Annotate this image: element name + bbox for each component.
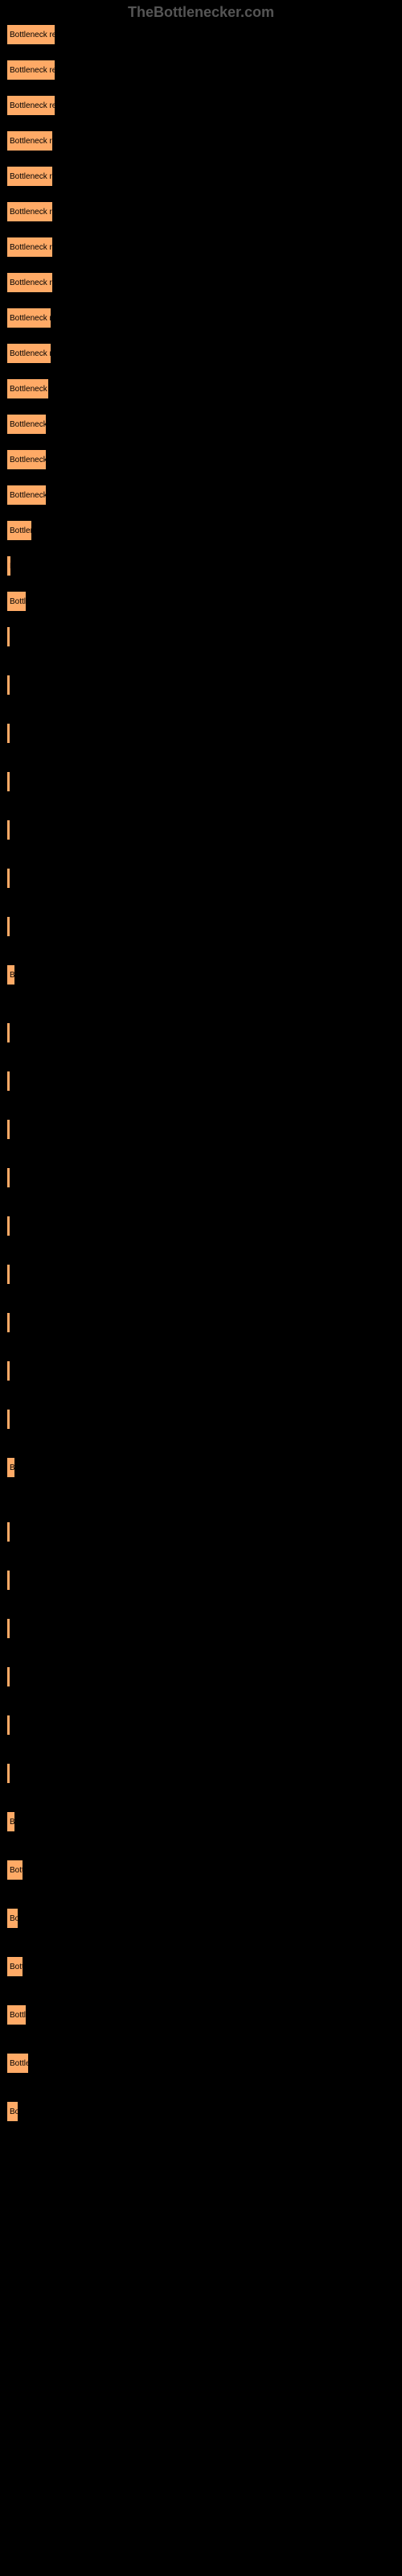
chart-bar: B — [6, 555, 11, 576]
chart-bar — [6, 1570, 10, 1591]
chart-bar: Bottleneck result — [6, 95, 55, 116]
chart-bar: Bottleneck result — [6, 201, 53, 222]
chart-bar: Bottl — [6, 591, 27, 612]
chart-bar: Bottleneck — [6, 520, 32, 541]
chart-bar — [6, 1521, 10, 1542]
chart-bar — [6, 1715, 10, 1736]
chart-bar — [6, 1264, 10, 1285]
chart-bar — [6, 1071, 10, 1092]
chart-bar: Bottleneck result — [6, 414, 47, 435]
chart-bar — [6, 626, 10, 647]
chart-bar — [6, 1666, 10, 1687]
chart-bar — [6, 1216, 10, 1236]
chart-bar: Bottleneck result — [6, 485, 47, 506]
chart-bar: Bottleneck result — [6, 378, 49, 399]
chart-bar — [6, 1360, 10, 1381]
chart-bar — [6, 868, 10, 889]
chart-bar: Bottleneck result — [6, 237, 53, 258]
chart-bar: Bottleneck result — [6, 308, 51, 328]
chart-bar: Bo — [6, 2101, 18, 2122]
chart-bar: Bottleneck result — [6, 60, 55, 80]
chart-bar: Bottl — [6, 2004, 27, 2025]
chart-bar — [6, 723, 10, 744]
chart-bar: B — [6, 1457, 15, 1478]
chart-bar: B — [6, 964, 15, 985]
chart-bar: Bott — [6, 1860, 23, 1880]
chart-bar: Bottleneck result — [6, 130, 53, 151]
chart-bar: Bottleneck result — [6, 272, 53, 293]
chart-bar — [6, 1763, 10, 1784]
chart-bar: Bo — [6, 1908, 18, 1929]
chart-bar: Bott — [6, 1956, 23, 1977]
chart-bar — [6, 1119, 10, 1140]
chart-bar — [6, 1618, 10, 1639]
chart-bar: Bottleneck result — [6, 449, 47, 470]
chart-bar — [6, 916, 10, 937]
chart-bar: Bottleneck result — [6, 24, 55, 45]
chart-bar — [6, 1167, 10, 1188]
chart-bar — [6, 675, 10, 696]
chart-bar: Bottleneck result — [6, 166, 53, 187]
chart-bar: Bottle — [6, 2053, 29, 2074]
chart-bar — [6, 1409, 10, 1430]
chart-bar — [6, 819, 10, 840]
watermark-text: TheBottlenecker.com — [128, 4, 274, 21]
chart-bar — [6, 1022, 10, 1043]
chart-bar: B — [6, 1811, 15, 1832]
chart-bar — [6, 771, 10, 792]
chart-bar: Bottleneck result — [6, 343, 51, 364]
chart-bar — [6, 1312, 10, 1333]
